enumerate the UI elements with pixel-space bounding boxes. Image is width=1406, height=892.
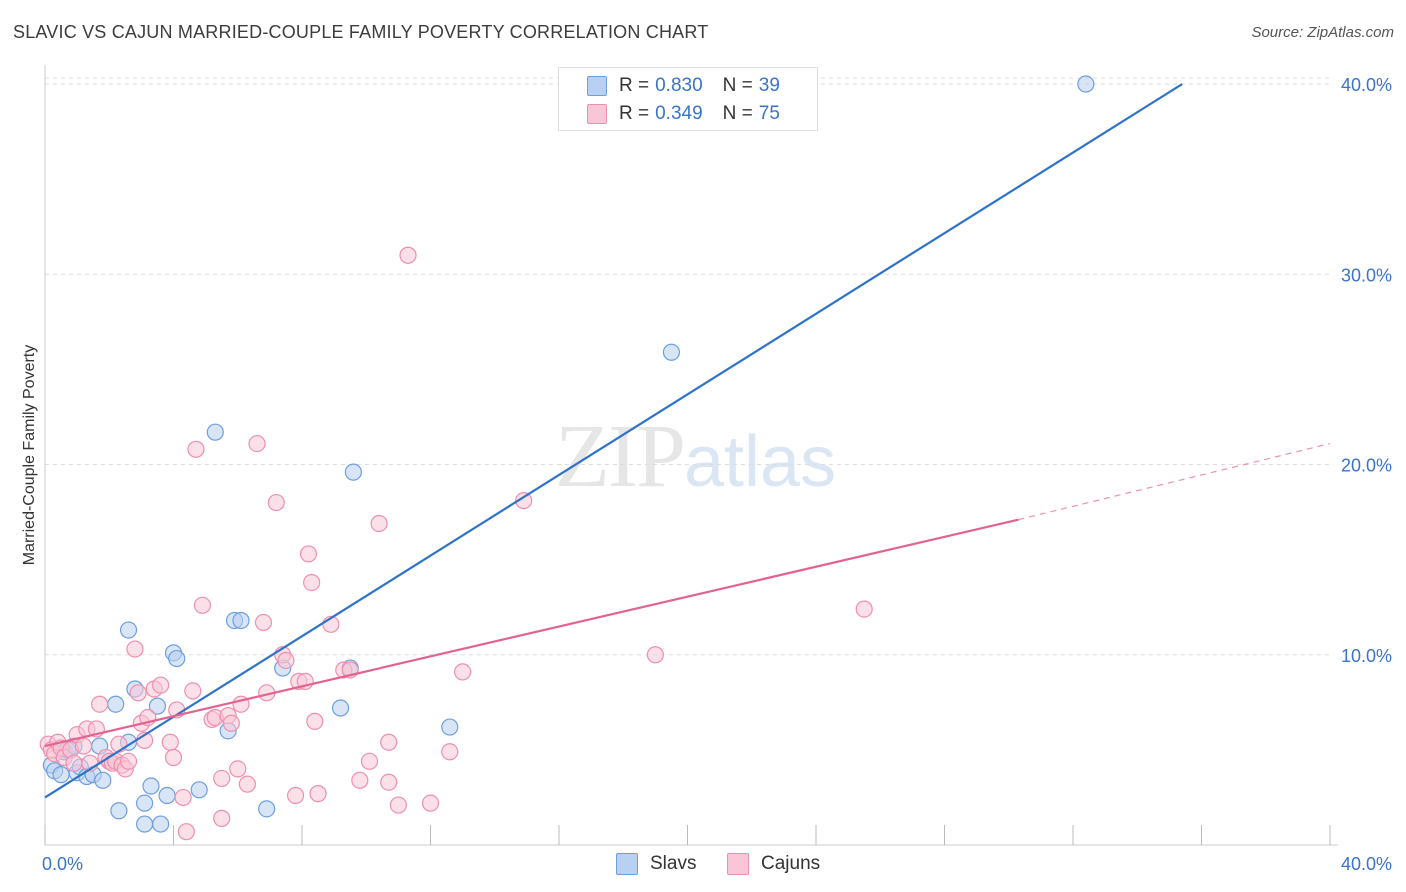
legend-swatch-cajuns (587, 104, 607, 124)
point-cajuns (389, 796, 407, 814)
point-cajuns (309, 785, 327, 803)
point-slavs (152, 815, 170, 833)
trend-line-slavs (44, 83, 1183, 799)
point-cajuns (184, 682, 202, 700)
legend-r-label: R = (619, 75, 650, 96)
point-cajuns (646, 646, 664, 664)
legend-r-label: R = (619, 103, 650, 124)
y-tick-label: 30.0% (1341, 265, 1392, 285)
point-slavs (110, 802, 128, 820)
legend-r-value: 0.830 (655, 75, 703, 96)
point-slavs (190, 781, 208, 799)
legend-n-label: N = (722, 103, 753, 124)
point-cajuns (187, 440, 205, 458)
point-slavs (441, 718, 459, 736)
point-slavs (344, 463, 362, 481)
legend-row-slavs: R = 0.830 N = 39 (587, 74, 780, 98)
point-cajuns (360, 752, 379, 770)
point-cajuns (65, 754, 83, 772)
legend: R = 0.830 N = 39 R = 0.349 N = 75 (558, 67, 818, 131)
point-cajuns (152, 676, 170, 694)
point-slavs (94, 771, 112, 789)
legend-n-value: 75 (758, 103, 780, 124)
point-cajuns (213, 769, 231, 788)
point-cajuns (441, 743, 459, 761)
x-tick-label: 40.0% (1341, 854, 1392, 874)
point-slavs (135, 794, 154, 812)
bottom-legend-swatch-slavs (616, 853, 638, 875)
legend-row-cajuns: R = 0.349 N = 75 (587, 102, 780, 126)
y-tick-label: 20.0% (1341, 456, 1392, 476)
point-slavs (119, 621, 138, 639)
legend-r-value: 0.349 (655, 103, 703, 124)
point-cajuns (277, 651, 295, 670)
point-slavs (52, 766, 70, 784)
point-slavs (662, 343, 681, 361)
bottom-legend-label-slavs: Slavs (650, 853, 697, 874)
point-cajuns (351, 771, 369, 789)
point-cajuns (286, 786, 305, 805)
watermark-atlas: atlas (684, 422, 837, 502)
point-cajuns (380, 733, 398, 751)
point-cajuns (515, 492, 533, 510)
point-slavs (1077, 75, 1095, 93)
point-slavs (168, 649, 186, 668)
point-cajuns (129, 684, 147, 702)
point-slavs (135, 815, 154, 833)
point-slavs (148, 697, 167, 715)
point-slavs (232, 611, 250, 630)
point-cajuns (855, 600, 873, 618)
trend-line-cajuns (44, 518, 1019, 748)
point-cajuns (164, 748, 183, 767)
trend-line-extension-cajuns (1018, 443, 1331, 521)
point-cajuns (229, 760, 247, 778)
point-slavs (331, 699, 350, 717)
point-cajuns (254, 613, 273, 632)
point-slavs (107, 695, 125, 713)
point-cajuns (222, 714, 240, 732)
point-cajuns (161, 733, 179, 751)
point-cajuns (421, 794, 440, 812)
point-cajuns (110, 735, 128, 753)
point-cajuns (213, 809, 231, 827)
source-label: Source: ZipAtlas.com (1251, 24, 1394, 41)
point-slavs (158, 786, 176, 805)
point-cajuns (299, 545, 318, 563)
bottom-legend-swatch-cajuns (727, 853, 749, 875)
point-slavs (206, 423, 224, 441)
legend-swatch-slavs (587, 76, 607, 96)
y-tick-label: 40.0% (1341, 75, 1392, 95)
watermark: ZIPatlas (555, 405, 836, 508)
bottom-legend-label-cajuns: Cajuns (761, 853, 821, 874)
y-tick-label: 10.0% (1341, 646, 1392, 666)
point-cajuns (303, 573, 321, 592)
point-cajuns (267, 493, 285, 512)
point-cajuns (91, 695, 109, 713)
point-cajuns (193, 596, 212, 614)
legend-n-value: 39 (758, 75, 780, 96)
x-tick-label: 0.0% (42, 854, 83, 874)
point-cajuns (454, 663, 472, 681)
point-slavs (258, 800, 276, 818)
point-cajuns (248, 434, 266, 453)
point-cajuns (306, 712, 324, 730)
point-cajuns (126, 640, 144, 658)
point-cajuns (370, 514, 388, 533)
bottom-legend-slavs: Slavs (616, 852, 696, 876)
point-slavs (142, 777, 160, 795)
bottom-legend-cajuns: Cajuns (727, 852, 820, 876)
point-cajuns (399, 246, 417, 264)
point-cajuns (177, 823, 195, 841)
watermark-zip: ZIP (555, 407, 686, 506)
legend-n-label: N = (722, 75, 753, 96)
point-cajuns (119, 752, 138, 770)
point-cajuns (238, 775, 256, 793)
chart-title: SLAVIC VS CAJUN MARRIED-COUPLE FAMILY PO… (13, 22, 709, 42)
point-cajuns (174, 788, 192, 807)
point-cajuns (74, 737, 93, 755)
point-cajuns (380, 773, 398, 791)
